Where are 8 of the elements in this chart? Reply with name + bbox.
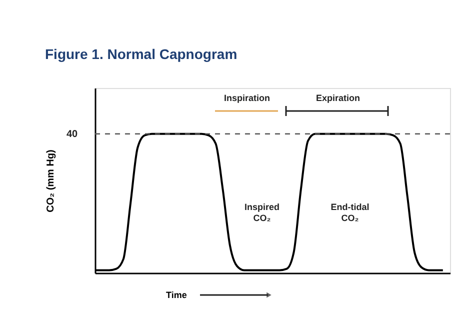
x-axis-title: Time [166,290,187,300]
text: 40 [66,129,78,140]
annotation: Inspired CO₂ [244,202,280,223]
annotation: End-tidal CO₂ [330,202,370,223]
y-axis-title: CO₂ (mm Hg) [46,150,56,212]
text: Expiration [316,93,360,103]
text: Inspiration [224,93,270,103]
chart-title: Figure 1. Normal Capnogram [45,46,238,62]
